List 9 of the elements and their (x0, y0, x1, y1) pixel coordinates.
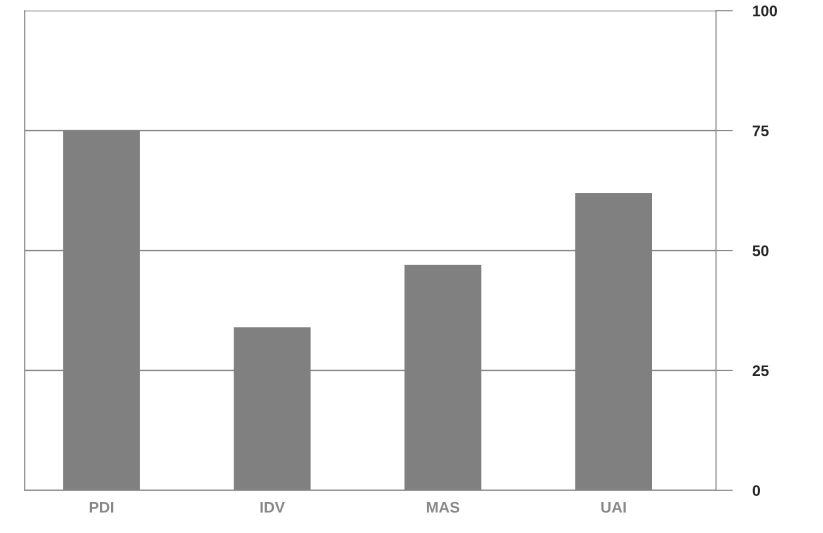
y-tick-label: 25 (752, 365, 769, 376)
y-tick-label: 50 (752, 245, 768, 256)
y-tick-label: 0 (752, 485, 760, 496)
x-tick-label: UAI (601, 502, 626, 513)
x-tick-label: PDI (90, 502, 114, 513)
y-tick-label: 100 (753, 6, 777, 16)
x-tick-label: MAS (426, 502, 460, 513)
x-tick-label: IDV (260, 502, 285, 513)
y-tick-label: 75 (752, 126, 769, 136)
